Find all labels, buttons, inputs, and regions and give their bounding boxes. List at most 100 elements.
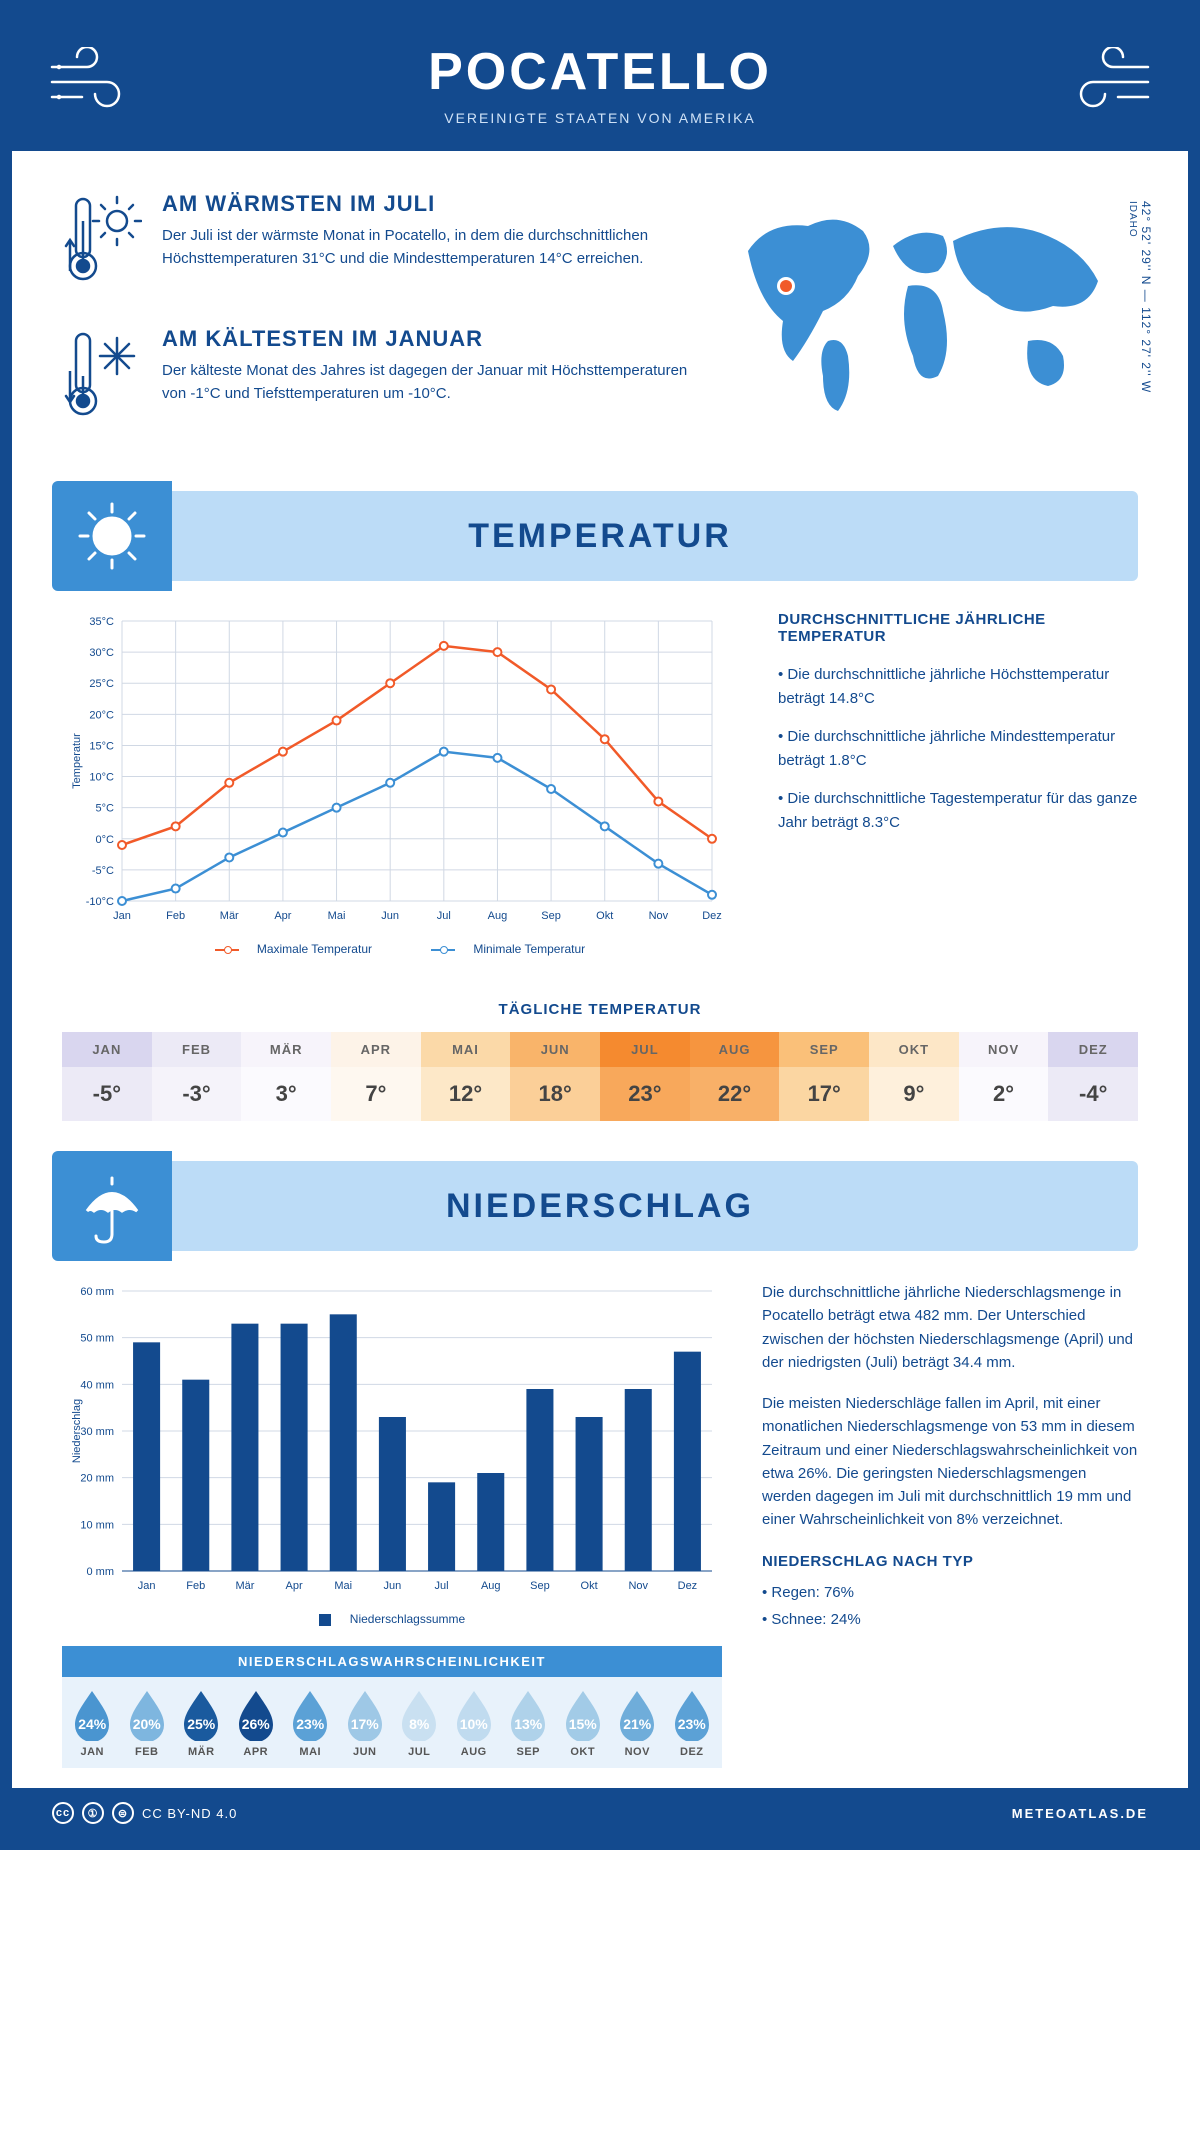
site-name: METEOATLAS.DE [1012,1806,1148,1821]
svg-text:Mär: Mär [220,910,239,922]
svg-text:Aug: Aug [488,910,508,922]
svg-text:Nov: Nov [649,910,669,922]
page-subtitle: VEREINIGTE STAATEN VON AMERIKA [32,110,1168,126]
temperature-heading: TEMPERATUR [468,517,732,556]
daily-cell: JUN 18° [510,1032,600,1121]
svg-text:Feb: Feb [166,910,185,922]
prob-cell: 8% JUL [393,1689,446,1758]
coldest-fact: AM KÄLTESTEN IM JANUAR Der kälteste Mona… [62,326,688,431]
svg-text:Sep: Sep [541,910,561,922]
daily-cell: APR 7° [331,1032,421,1121]
daily-cell: NOV 2° [959,1032,1049,1121]
umbrella-icon [52,1151,172,1261]
svg-text:30°C: 30°C [89,647,114,659]
intro-section: AM WÄRMSTEN IM JULI Der Juli ist der wär… [12,151,1188,491]
page: POCATELLO VEREINIGTE STAATEN VON AMERIKA… [0,0,1200,1850]
svg-text:Jun: Jun [381,910,399,922]
svg-text:Mär: Mär [235,1580,254,1592]
page-title: POCATELLO [32,42,1168,102]
footer: cc①⊜ CC BY-ND 4.0 METEOATLAS.DE [12,1788,1188,1838]
prob-cell: 15% OKT [557,1689,610,1758]
thermometer-sun-icon [62,191,142,296]
temperature-line-chart: -10°C-5°C0°C5°C10°C15°C20°C25°C30°C35°CJ… [62,611,738,956]
coordinates: 42° 52' 29'' N — 112° 27' 2'' W IDAHO [1125,201,1153,393]
svg-text:Jan: Jan [138,1580,156,1592]
prob-cell: 26% APR [230,1689,283,1758]
prob-cell: 13% SEP [502,1689,555,1758]
svg-text:25°C: 25°C [89,678,114,690]
svg-text:50 mm: 50 mm [80,1333,114,1345]
svg-text:Dez: Dez [678,1580,698,1592]
world-map: 42° 52' 29'' N — 112° 27' 2'' W IDAHO [718,191,1138,461]
temp-legend: Maximale Temperatur Minimale Temperatur [62,942,738,956]
warmest-text: Der Juli ist der wärmste Monat in Pocate… [162,225,688,270]
svg-text:20 mm: 20 mm [80,1473,114,1485]
svg-text:60 mm: 60 mm [80,1286,114,1298]
header: POCATELLO VEREINIGTE STAATEN VON AMERIKA [12,12,1188,151]
svg-text:Feb: Feb [186,1580,205,1592]
svg-text:Dez: Dez [702,910,722,922]
warmest-title: AM WÄRMSTEN IM JULI [162,191,688,217]
svg-text:40 mm: 40 mm [80,1379,114,1391]
precip-probability-box: NIEDERSCHLAGSWAHRSCHEINLICHKEIT 24% JAN … [62,1646,722,1768]
svg-text:Jun: Jun [384,1580,402,1592]
prob-cell: 24% JAN [66,1689,119,1758]
precip-summary: Die durchschnittliche jährliche Niedersc… [762,1281,1138,1768]
svg-text:35°C: 35°C [89,616,114,628]
svg-text:Jul: Jul [437,910,451,922]
daily-cell: JAN -5° [62,1032,152,1121]
svg-text:Nov: Nov [628,1580,648,1592]
prob-cell: 23% MAI [284,1689,337,1758]
prob-cell: 20% FEB [121,1689,174,1758]
daily-temp-table: JAN -5° FEB -3° MÄR 3° APR 7° MAI 12° JU… [62,1030,1138,1121]
prob-cell: 25% MÄR [175,1689,228,1758]
svg-text:Okt: Okt [581,1580,598,1592]
svg-text:0 mm: 0 mm [87,1566,115,1578]
daily-cell: JUL 23° [600,1032,690,1121]
svg-text:Sep: Sep [530,1580,550,1592]
precip-section-head: NIEDERSCHLAG [62,1161,1138,1251]
wind-icon [47,47,137,122]
svg-text:Mai: Mai [334,1580,352,1592]
svg-text:0°C: 0°C [96,834,115,846]
svg-text:30 mm: 30 mm [80,1426,114,1438]
daily-cell: SEP 17° [779,1032,869,1121]
coldest-title: AM KÄLTESTEN IM JANUAR [162,326,688,352]
svg-text:Aug: Aug [481,1580,501,1592]
svg-text:10 mm: 10 mm [80,1519,114,1531]
svg-text:15°C: 15°C [89,740,114,752]
svg-text:Okt: Okt [596,910,613,922]
prob-cell: 10% AUG [448,1689,501,1758]
temperature-summary: DURCHSCHNITTLICHE JÄHRLICHE TEMPERATUR •… [778,611,1138,956]
svg-text:Jan: Jan [113,910,131,922]
svg-text:20°C: 20°C [89,709,114,721]
precip-legend: Niederschlagssumme [62,1612,722,1626]
svg-text:Jul: Jul [435,1580,449,1592]
precip-heading: NIEDERSCHLAG [446,1187,754,1226]
daily-cell: AUG 22° [690,1032,780,1121]
prob-cell: 23% DEZ [666,1689,719,1758]
thermometer-snow-icon [62,326,142,431]
prob-cell: 21% NOV [611,1689,664,1758]
svg-text:Mai: Mai [328,910,346,922]
warmest-fact: AM WÄRMSTEN IM JULI Der Juli ist der wär… [62,191,688,296]
svg-text:Niederschlag: Niederschlag [71,1399,83,1463]
daily-cell: MÄR 3° [241,1032,331,1121]
svg-text:Apr: Apr [274,910,291,922]
daily-temp-title: TÄGLICHE TEMPERATUR [12,1001,1188,1018]
daily-cell: MAI 12° [421,1032,511,1121]
svg-text:Apr: Apr [286,1580,303,1592]
daily-cell: FEB -3° [152,1032,242,1121]
temperature-section-head: TEMPERATUR [62,491,1138,581]
svg-text:-10°C: -10°C [86,896,114,908]
license: cc①⊜ CC BY-ND 4.0 [52,1802,237,1824]
sun-icon [52,481,172,591]
precip-bar-chart: 0 mm 10 mm 20 mm 30 mm 40 mm 50 mm 60 mm Jan Feb… [62,1281,722,1768]
daily-cell: DEZ -4° [1048,1032,1138,1121]
prob-cell: 17% JUN [339,1689,392,1758]
daily-cell: OKT 9° [869,1032,959,1121]
coldest-text: Der kälteste Monat des Jahres ist dagege… [162,360,688,405]
svg-text:-5°C: -5°C [92,865,114,877]
svg-text:10°C: 10°C [89,772,114,784]
svg-text:Temperatur: Temperatur [71,733,83,789]
